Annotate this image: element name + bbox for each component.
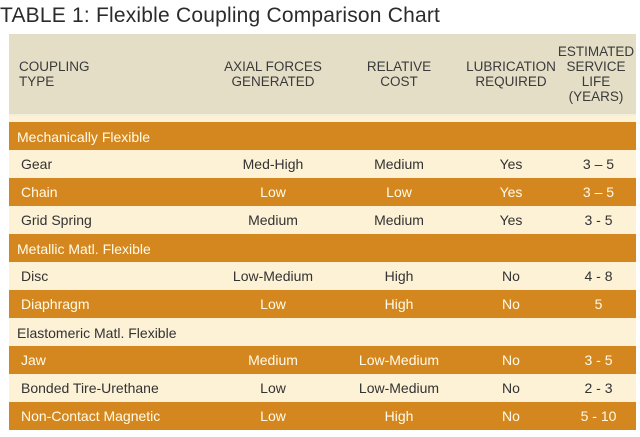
- group-header-row: Mechanically Flexible: [9, 122, 636, 151]
- table-header: COUPLING TYPE AXIAL FORCES GENERATED REL…: [9, 34, 636, 116]
- header-lubrication: LUBRICATION REQUIRED: [466, 59, 556, 89]
- relative-cost-cell: Low-Medium: [358, 380, 440, 396]
- relative-cost-cell: Low-Medium: [358, 352, 440, 368]
- comparison-table: COUPLING TYPE AXIAL FORCES GENERATED REL…: [9, 34, 636, 430]
- coupling-type-cell: Disc: [21, 268, 49, 284]
- lubrication-cell: No: [502, 268, 520, 284]
- axial-forces-cell: Low-Medium: [232, 268, 314, 284]
- table-row: Chain Low Low Yes 3 – 5: [9, 178, 636, 206]
- service-life-cell: 3 – 5: [582, 156, 615, 172]
- relative-cost-cell: Medium: [374, 212, 424, 228]
- table-row: Bonded Tire-Urethane Low Low-Medium No 2 - 3: [9, 374, 636, 402]
- group-label: Elastomeric Matl. Flexible: [17, 324, 177, 341]
- table-row: Disc Low-Medium High No 4 - 8: [9, 262, 636, 290]
- lubrication-cell: No: [502, 380, 520, 396]
- relative-cost-cell: High: [384, 268, 414, 284]
- coupling-type-cell: Grid Spring: [21, 212, 92, 228]
- table-row: Diaphragm Low High No 5: [9, 290, 636, 318]
- coupling-type-cell: Jaw: [21, 352, 46, 368]
- group-label: Mechanically Flexible: [17, 128, 151, 145]
- group-header-row: Elastomeric Matl. Flexible: [9, 318, 636, 347]
- table-row: Grid Spring Medium Medium Yes 3 - 5: [9, 206, 636, 234]
- lubrication-cell: Yes: [499, 156, 523, 172]
- group-header-row: Metallic Matl. Flexible: [9, 234, 636, 263]
- header-coupling-type: COUPLING TYPE: [19, 59, 90, 89]
- table-row: Jaw Medium Low-Medium No 3 - 5: [9, 346, 636, 374]
- axial-forces-cell: Low: [260, 408, 286, 424]
- axial-forces-cell: Low: [260, 184, 286, 200]
- header-relative-cost: RELATIVE COST: [366, 59, 432, 89]
- table-row: Non-Contact Magnetic Low High No 5 - 10: [9, 402, 636, 430]
- lubrication-cell: No: [502, 352, 520, 368]
- coupling-type-cell: Chain: [21, 184, 58, 200]
- coupling-type-cell: Bonded Tire-Urethane: [21, 380, 159, 396]
- service-life-cell: 5 - 10: [580, 408, 617, 424]
- axial-forces-cell: Medium: [248, 352, 298, 368]
- axial-forces-cell: Low: [260, 296, 286, 312]
- lubrication-cell: Yes: [499, 212, 523, 228]
- axial-forces-cell: Med-High: [242, 156, 304, 172]
- lubrication-cell: No: [502, 296, 520, 312]
- axial-forces-cell: Low: [260, 380, 286, 396]
- header-service-life: ESTIMATED SERVICE LIFE (YEARS): [557, 44, 635, 104]
- relative-cost-cell: Medium: [374, 156, 424, 172]
- service-life-cell: 3 – 5: [582, 184, 615, 200]
- service-life-cell: 2 - 3: [584, 380, 613, 396]
- coupling-type-cell: Non-Contact Magnetic: [21, 408, 161, 424]
- lubrication-cell: Yes: [499, 184, 523, 200]
- table-row: Gear Med-High Medium Yes 3 – 5: [9, 150, 636, 178]
- group-label: Metallic Matl. Flexible: [17, 240, 151, 257]
- service-life-cell: 3 - 5: [584, 352, 613, 368]
- coupling-type-cell: Gear: [21, 156, 53, 172]
- service-life-cell: 5: [594, 296, 603, 312]
- axial-forces-cell: Medium: [248, 212, 298, 228]
- relative-cost-cell: High: [384, 296, 414, 312]
- relative-cost-cell: Low: [386, 184, 412, 200]
- table-title: TABLE 1: Flexible Coupling Comparison Ch…: [0, 4, 441, 27]
- relative-cost-cell: High: [384, 408, 414, 424]
- lubrication-cell: No: [502, 408, 520, 424]
- service-life-cell: 4 - 8: [584, 268, 613, 284]
- service-life-cell: 3 - 5: [584, 212, 613, 228]
- coupling-type-cell: Diaphragm: [21, 296, 90, 312]
- header-axial-forces: AXIAL FORCES GENERATED: [224, 59, 322, 89]
